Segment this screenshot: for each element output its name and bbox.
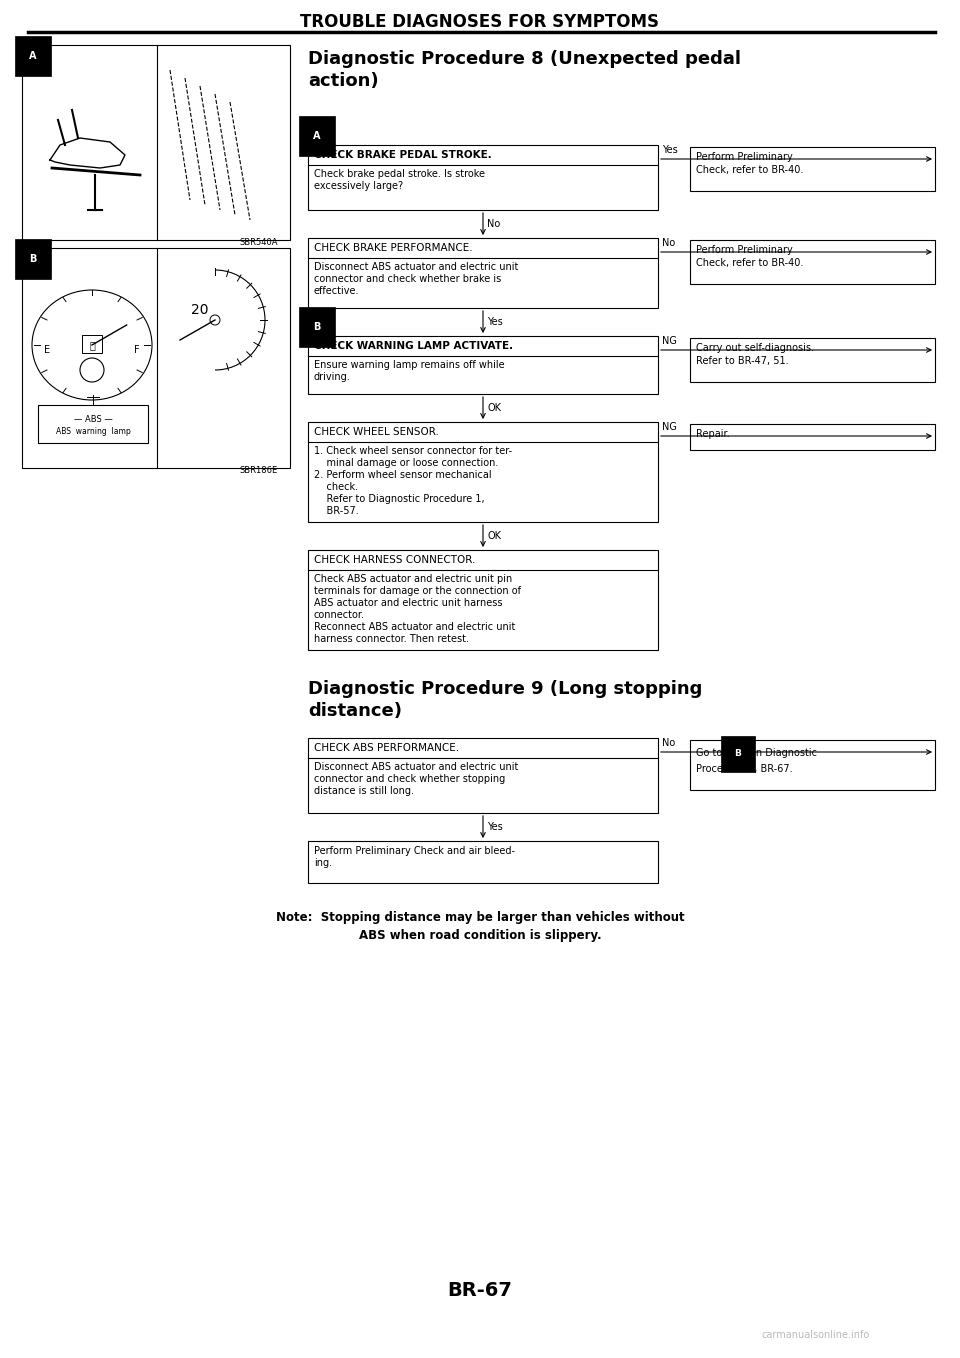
Text: driving.: driving. [314, 372, 350, 382]
Text: OK: OK [487, 403, 501, 413]
Text: 2. Perform wheel sensor mechanical: 2. Perform wheel sensor mechanical [314, 470, 492, 479]
Text: CHECK BRAKE PERFORMANCE.: CHECK BRAKE PERFORMANCE. [314, 243, 472, 253]
Text: ABS  warning  lamp: ABS warning lamp [56, 426, 131, 436]
Text: Carry out self-diagnosis.: Carry out self-diagnosis. [696, 344, 814, 353]
Text: Refer to BR-47, 51.: Refer to BR-47, 51. [696, 356, 788, 367]
Bar [308, 737, 658, 813]
Bar [690, 240, 935, 284]
Text: No: No [487, 219, 500, 230]
Text: BR-67: BR-67 [447, 1281, 513, 1300]
Text: terminals for damage or the connection of: terminals for damage or the connection o… [314, 587, 521, 596]
Text: connector and check whether stopping: connector and check whether stopping [314, 774, 505, 784]
Text: 1. Check wheel sensor connector for ter-: 1. Check wheel sensor connector for ter- [314, 445, 512, 456]
Text: NG: NG [662, 422, 677, 432]
Text: connector.: connector. [314, 610, 365, 621]
Text: A: A [313, 130, 321, 141]
Text: SBR186E: SBR186E [240, 466, 278, 475]
Text: Yes: Yes [662, 145, 678, 155]
Text: Check brake pedal stroke. Is stroke: Check brake pedal stroke. Is stroke [314, 168, 485, 179]
Text: Diagnostic Procedure 9 (Long stopping
distance): Diagnostic Procedure 9 (Long stopping di… [308, 680, 703, 720]
Bar [308, 145, 658, 210]
Text: Yes: Yes [487, 316, 503, 327]
Text: connector and check whether brake is: connector and check whether brake is [314, 274, 501, 284]
Text: Check ABS actuator and electric unit pin: Check ABS actuator and electric unit pin [314, 574, 513, 584]
Text: OK: OK [487, 531, 501, 540]
Text: NG: NG [662, 335, 677, 346]
Text: B: B [734, 750, 741, 759]
Text: No: No [662, 238, 675, 249]
Bar [22, 45, 290, 240]
Text: check.: check. [314, 482, 358, 492]
Bar [308, 238, 658, 308]
Text: ing.: ing. [314, 858, 332, 868]
Text: Diagnostic Procedure 8 (Unexpected pedal
action): Diagnostic Procedure 8 (Unexpected pedal… [308, 50, 741, 90]
Text: CHECK ABS PERFORMANCE.: CHECK ABS PERFORMANCE. [314, 743, 459, 752]
Text: Disconnect ABS actuator and electric unit: Disconnect ABS actuator and electric uni… [314, 762, 518, 771]
Text: excessively large?: excessively large? [314, 181, 403, 191]
Text: CHECK HARNESS CONNECTOR.: CHECK HARNESS CONNECTOR. [314, 555, 475, 565]
Text: A: A [29, 52, 36, 61]
Text: TROUBLE DIAGNOSES FOR SYMPTOMS: TROUBLE DIAGNOSES FOR SYMPTOMS [300, 14, 660, 31]
Text: B: B [30, 254, 36, 263]
Text: Ensure warning lamp remains off while: Ensure warning lamp remains off while [314, 360, 505, 369]
Text: effective.: effective. [314, 287, 359, 296]
Bar [690, 424, 935, 449]
Text: Disconnect ABS actuator and electric unit: Disconnect ABS actuator and electric uni… [314, 262, 518, 272]
Bar [308, 335, 658, 394]
Bar [308, 841, 658, 883]
Bar [690, 338, 935, 382]
Text: Perform Preliminary: Perform Preliminary [696, 152, 793, 162]
Bar [38, 405, 148, 443]
Text: CHECK WHEEL SENSOR.: CHECK WHEEL SENSOR. [314, 426, 439, 437]
Text: BR-57.: BR-57. [314, 507, 359, 516]
Bar [308, 422, 658, 521]
Text: Check, refer to BR-40.: Check, refer to BR-40. [696, 258, 804, 268]
Text: harness connector. Then retest.: harness connector. Then retest. [314, 634, 469, 644]
Text: Perform Preliminary: Perform Preliminary [696, 244, 793, 255]
Text: Check, refer to BR-40.: Check, refer to BR-40. [696, 166, 804, 175]
Bar [82, 335, 102, 353]
Text: Note:  Stopping distance may be larger than vehicles without
ABS when road condi: Note: Stopping distance may be larger th… [276, 911, 684, 942]
Text: 20: 20 [191, 303, 208, 316]
Text: carmanualsonline.info: carmanualsonline.info [761, 1329, 870, 1340]
Text: No: No [662, 737, 675, 748]
Text: CHECK BRAKE PEDAL STROKE.: CHECK BRAKE PEDAL STROKE. [314, 149, 492, 160]
Text: Perform Preliminary Check and air bleed-: Perform Preliminary Check and air bleed- [314, 846, 515, 856]
Text: Procedure 8, BR-67.: Procedure 8, BR-67. [696, 765, 793, 774]
Text: SBR540A: SBR540A [239, 238, 278, 247]
Text: ⛽: ⛽ [89, 340, 95, 350]
Text: Repair.: Repair. [696, 429, 730, 439]
Bar [22, 249, 290, 469]
Text: Refer to Diagnostic Procedure 1,: Refer to Diagnostic Procedure 1, [314, 494, 485, 504]
Text: F: F [134, 345, 140, 354]
Text: in Diagnostic: in Diagnostic [750, 748, 817, 758]
Text: — ABS —: — ABS — [74, 416, 112, 424]
Text: Reconnect ABS actuator and electric unit: Reconnect ABS actuator and electric unit [314, 622, 516, 631]
Bar [308, 550, 658, 650]
Text: distance is still long.: distance is still long. [314, 786, 414, 796]
Bar [690, 740, 935, 790]
Text: Yes: Yes [487, 822, 503, 832]
Text: CHECK WARNING LAMP ACTIVATE.: CHECK WARNING LAMP ACTIVATE. [314, 341, 514, 350]
Text: ABS actuator and electric unit harness: ABS actuator and electric unit harness [314, 598, 502, 608]
Text: Go to: Go to [696, 748, 726, 758]
Bar [690, 147, 935, 191]
Text: minal damage or loose connection.: minal damage or loose connection. [314, 458, 498, 469]
Text: E: E [44, 345, 50, 354]
Text: B: B [313, 322, 321, 331]
